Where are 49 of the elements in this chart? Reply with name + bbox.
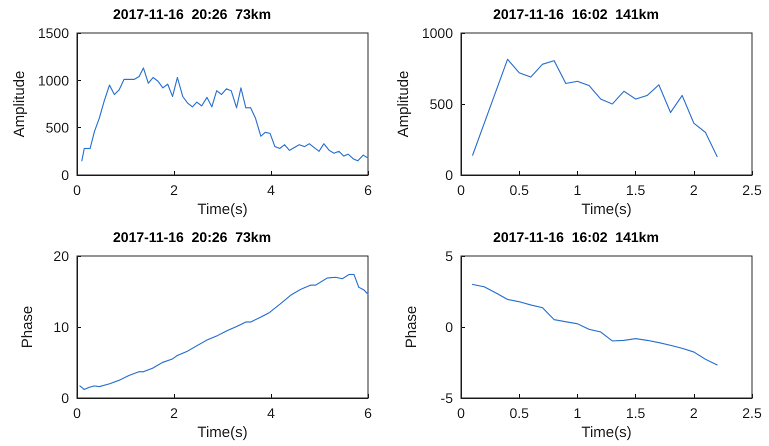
y-tick-label: 1500 (38, 25, 70, 41)
x-tick-label: 1 (574, 405, 582, 421)
x-tick-label: 6 (364, 182, 372, 198)
line-series (81, 67, 369, 162)
x-tick-label: 2.5 (742, 405, 762, 421)
y-tick-label: 20 (53, 248, 70, 264)
x-tick-label: 2 (690, 405, 698, 421)
y-tick-label: 5 (445, 248, 454, 264)
line-series (472, 58, 718, 158)
chart-title: 2017-11-16 16:02 141km (493, 229, 659, 245)
x-tick-label: 0 (457, 405, 466, 421)
y-tick-label: 10 (53, 319, 70, 335)
x-axis-title: Time(s) (197, 424, 248, 441)
y-tick-label: 1000 (422, 25, 454, 41)
x-tick-label: 0 (457, 182, 466, 198)
x-tick-label: 0 (73, 405, 82, 421)
y-tick-label: 1000 (38, 72, 70, 88)
y-tick-label: 500 (430, 96, 454, 112)
y-tick-label: -5 (440, 390, 454, 406)
x-tick-label: 0 (73, 182, 82, 198)
x-tick-label: 4 (267, 182, 276, 198)
y-axis-title: Amplitude (394, 70, 412, 138)
x-tick-label: 2 (690, 182, 698, 198)
x-tick-label: 4 (267, 405, 276, 421)
y-tick-label: 500 (46, 120, 70, 136)
y-tick-label: 0 (61, 390, 70, 406)
x-axis-title: Time(s) (581, 424, 632, 441)
y-tick-label: 0 (61, 167, 70, 183)
x-axis-title: Time(s) (581, 200, 632, 218)
x-tick-label: 1.5 (626, 405, 646, 421)
x-tick-label: 1 (574, 182, 582, 198)
x-tick-label: 1.5 (626, 182, 646, 198)
x-tick-label: 2 (170, 182, 178, 198)
x-tick-label: 2 (170, 405, 178, 421)
x-tick-label: 0.5 (509, 405, 530, 421)
chart-title: 2017-11-16 16:02 141km (493, 6, 659, 22)
x-tick-label: 0.5 (509, 182, 530, 198)
x-tick-label: 6 (364, 405, 372, 421)
chart-title: 2017-11-16 20:26 73km (112, 229, 272, 245)
y-tick-label: 0 (445, 167, 454, 183)
line-series (79, 274, 369, 390)
chart-title: 2017-11-16 20:26 73km (112, 6, 272, 22)
y-axis-title: Phase (403, 306, 420, 348)
y-axis-title: Amplitude (10, 70, 28, 138)
line-series (472, 284, 718, 366)
y-tick-label: 0 (445, 319, 454, 335)
y-axis-title: Phase (19, 306, 36, 348)
x-tick-label: 2.5 (742, 182, 762, 198)
x-axis-title: Time(s) (197, 200, 248, 218)
